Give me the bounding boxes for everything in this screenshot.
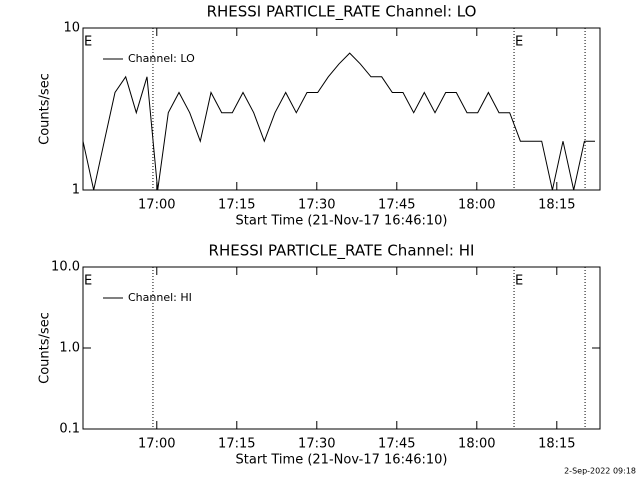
y-tick-label: 0.1 [59, 422, 80, 437]
y-tick-label: 10.0 [51, 260, 80, 275]
y-tick-label: 1.0 [59, 341, 80, 356]
x-tick-label: 18:00 [458, 437, 495, 452]
y-axis-title: Counts/sec [38, 73, 53, 145]
x-axis-title: Start Time (21-Nov-17 16:46:10) [236, 453, 448, 468]
flag-label: E [84, 274, 92, 289]
x-tick-label: 18:15 [538, 198, 575, 213]
x-tick-label: 17:15 [218, 437, 255, 452]
x-tick-label: 17:30 [298, 437, 335, 452]
x-tick-label: 17:00 [138, 198, 175, 213]
flag-label: E [515, 274, 523, 289]
chart-title: RHESSI PARTICLE_RATE Channel: LO [207, 3, 477, 22]
flag-label: E [84, 35, 92, 50]
x-tick-label: 17:45 [378, 198, 415, 213]
x-tick-label: 18:00 [458, 198, 495, 213]
x-tick-label: 17:00 [138, 437, 175, 452]
x-tick-label: 17:45 [378, 437, 415, 452]
y-axis-title: Counts/sec [38, 312, 53, 384]
y-tick-label: 1 [72, 183, 80, 198]
legend-label: Channel: LO [128, 52, 195, 65]
flag-label: E [515, 35, 523, 50]
legend-label: Channel: HI [128, 291, 192, 304]
data-line [82, 52, 595, 191]
plot-frame [82, 27, 601, 191]
timestamp: 2-Sep-2022 09:18 [564, 467, 636, 476]
y-tick-label: 10 [63, 21, 80, 36]
chart-title: RHESSI PARTICLE_RATE Channel: HI [209, 242, 475, 261]
x-axis-title: Start Time (21-Nov-17 16:46:10) [236, 214, 448, 229]
x-tick-label: 17:15 [218, 198, 255, 213]
x-tick-label: 18:15 [538, 437, 575, 452]
x-tick-label: 17:30 [298, 198, 335, 213]
